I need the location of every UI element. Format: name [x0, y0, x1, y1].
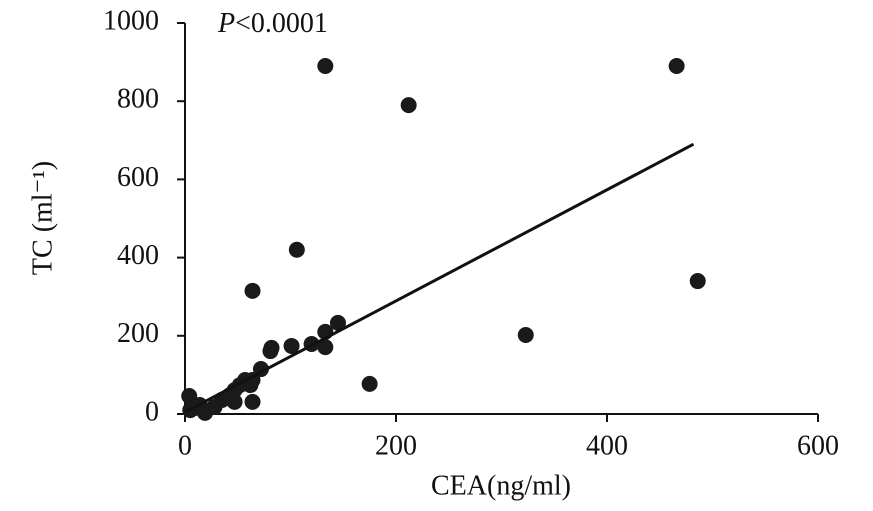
x-tick-label: 200 [375, 430, 417, 461]
point [244, 393, 261, 410]
point [262, 343, 279, 360]
point [288, 241, 305, 258]
x-tick-label: 0 [178, 430, 192, 461]
point [400, 97, 417, 114]
point [689, 273, 706, 290]
y-tick-label: 600 [117, 162, 159, 193]
point [329, 314, 346, 331]
y-tick-label: 1000 [103, 5, 159, 36]
y-tick-label: 800 [117, 84, 159, 115]
x-tick-label: 400 [586, 430, 628, 461]
trend-line [184, 142, 695, 414]
point [668, 58, 685, 75]
y-tick-label: 400 [117, 240, 159, 271]
point [517, 327, 534, 344]
point [181, 388, 198, 405]
x-axis-label: CEA(ng/ml) [431, 470, 571, 501]
point [244, 282, 261, 299]
point [361, 375, 378, 392]
y-tick-label: 200 [117, 318, 159, 349]
point [226, 393, 243, 410]
point [317, 58, 334, 75]
annotation: P<0.0001 [217, 8, 328, 39]
y-tick-label: 0 [145, 396, 159, 427]
point [283, 337, 300, 354]
x-tick-label: 600 [797, 430, 839, 461]
point [317, 339, 334, 356]
y-axis-label: TC (ml⁻¹) [27, 161, 58, 275]
